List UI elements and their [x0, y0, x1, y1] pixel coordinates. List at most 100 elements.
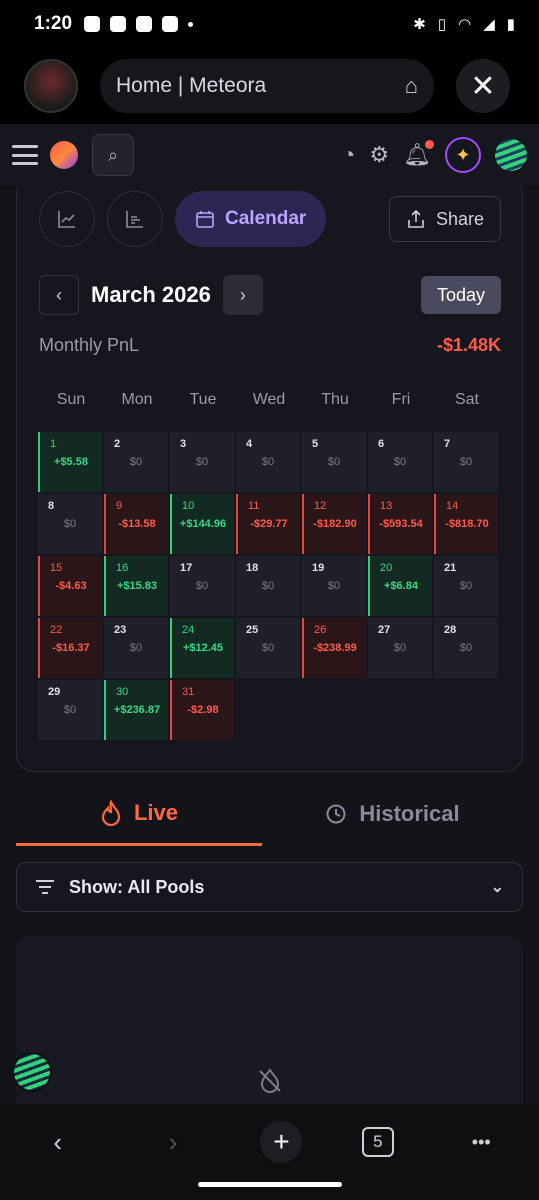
day-number: 27 [378, 624, 391, 636]
forward-arrow-icon[interactable]: › [168, 1126, 178, 1157]
day-number: 15 [50, 562, 63, 574]
day-pnl-value: $0 [63, 704, 77, 716]
prev-month-button[interactable]: ‹ [39, 275, 79, 315]
line-chart-icon [58, 211, 75, 228]
sparkle-icon[interactable]: ✦ [445, 137, 481, 173]
site-avatar[interactable] [24, 59, 78, 113]
day-number: 4 [246, 438, 253, 450]
calendar-day-24[interactable]: 24 +$12.45 [170, 618, 234, 678]
day-number: 12 [314, 500, 327, 512]
weekday-label: Sun [56, 391, 86, 408]
calendar-day-16[interactable]: 16 +$15.83 [104, 556, 168, 616]
day-number: 19 [312, 562, 325, 574]
weekday-header: Sun Mon Tue Wed Thu Fri Sat [38, 391, 502, 409]
menu-icon[interactable] [12, 145, 38, 165]
day-pnl-value: $0 [261, 642, 275, 654]
calendar-day-25[interactable]: 25 $0 [236, 618, 300, 678]
calendar-day-28[interactable]: 28 $0 [434, 618, 498, 678]
gear-icon[interactable]: ⚙ [369, 142, 390, 167]
calendar-day-20[interactable]: 20 +$6.84 [368, 556, 432, 616]
view-switcher: Calendar Share [39, 191, 501, 247]
day-pnl-value: +$12.45 [182, 642, 224, 654]
share-label: Share [435, 208, 484, 229]
calendar-day-2[interactable]: 2 $0 [104, 432, 168, 492]
calendar-day-31[interactable]: 31 -$2.98 [170, 680, 234, 740]
wallet-avatar-icon[interactable] [495, 139, 527, 171]
day-pnl-value: $0 [63, 518, 77, 530]
pool-filter-dropdown[interactable]: Show: All Pools ⌄ [16, 862, 523, 912]
back-arrow-icon[interactable]: ‹ [53, 1126, 63, 1157]
bluetooth-icon: ✱ [413, 16, 426, 33]
browser-toolbar: Home | Meteora ⌂ ✕ [0, 48, 539, 124]
calendar-day-26[interactable]: 26 -$238.99 [302, 618, 366, 678]
more-menu-icon[interactable]: ••• [471, 1131, 491, 1152]
calendar-day-14[interactable]: 14 -$818.70 [434, 494, 498, 554]
calendar-day-18[interactable]: 18 $0 [236, 556, 300, 616]
game-notification-icon [136, 16, 153, 32]
calendar-day-7[interactable]: 7 $0 [434, 432, 498, 492]
day-pnl-value: -$16.37 [52, 642, 90, 654]
search-icon[interactable]: ⌕ [92, 134, 134, 176]
calendar-day-27[interactable]: 27 $0 [368, 618, 432, 678]
day-pnl-value: $0 [195, 580, 209, 592]
bell-icon[interactable]: 🔔︎ [403, 140, 434, 167]
day-pnl-value: -$4.63 [55, 580, 87, 592]
day-pnl-value: -$13.58 [118, 518, 156, 530]
day-number: 26 [314, 624, 327, 636]
calendar-day-21[interactable]: 21 $0 [434, 556, 498, 616]
calendar-day-19[interactable]: 19 $0 [302, 556, 366, 616]
line-chart-view-button[interactable] [39, 191, 95, 247]
meteora-logo-icon[interactable] [50, 141, 78, 169]
home-icon[interactable]: ⌂ [404, 73, 418, 98]
app-notification-icon [110, 16, 127, 32]
calendar-day-29[interactable]: 29 $0 [38, 680, 102, 740]
calendar-view-button[interactable]: Calendar [175, 191, 327, 247]
tab-live[interactable]: Live [16, 782, 262, 846]
chevron-right-icon: › [239, 284, 246, 305]
day-number: 30 [116, 686, 129, 698]
calendar-day-12[interactable]: 12 -$182.90 [302, 494, 366, 554]
url-bar[interactable]: Home | Meteora ⌂ [100, 59, 434, 113]
calendar-day-3[interactable]: 3 $0 [170, 432, 234, 492]
new-tab-button[interactable]: + [260, 1121, 303, 1163]
calendar-day-22[interactable]: 22 -$16.37 [38, 618, 102, 678]
tab-switcher-button[interactable]: 5 [361, 1127, 394, 1157]
day-number: 10 [182, 500, 195, 512]
day-pnl-value: +$144.96 [179, 518, 227, 530]
day-pnl-value: $0 [459, 580, 473, 592]
status-time: 1:20 [34, 13, 73, 34]
calendar-day-9[interactable]: 9 -$13.58 [104, 494, 168, 554]
floating-meteora-icon[interactable] [12, 1052, 52, 1092]
history-clock-icon [326, 804, 346, 824]
calendar-day-13[interactable]: 13 -$593.54 [368, 494, 432, 554]
calendar-day-10[interactable]: 10 +$144.96 [170, 494, 234, 554]
calendar-day-23[interactable]: 23 $0 [104, 618, 168, 678]
calendar-day-5[interactable]: 5 $0 [302, 432, 366, 492]
close-icon[interactable]: ✕ [456, 59, 510, 113]
calendar-day-8[interactable]: 8 $0 [38, 494, 102, 554]
wifi-icon: ◠ [458, 16, 472, 33]
next-month-button[interactable]: › [222, 275, 263, 315]
day-number: 7 [444, 438, 451, 450]
day-pnl-value: -$2.98 [187, 704, 219, 716]
calendar-day-4[interactable]: 4 $0 [236, 432, 300, 492]
day-pnl-value: +$15.83 [116, 580, 158, 592]
app-header: ⌕ ◔ ⚙ 🔔︎ ✦ [0, 124, 539, 186]
tab-historical[interactable]: Historical [262, 782, 523, 846]
day-number: 31 [182, 686, 195, 698]
calendar-day-6[interactable]: 6 $0 [368, 432, 432, 492]
gesture-home-indicator [198, 1182, 342, 1187]
day-pnl-value: $0 [327, 456, 341, 468]
calendar-day-15[interactable]: 15 -$4.63 [38, 556, 102, 616]
day-pnl-value: $0 [129, 456, 143, 468]
day-number: 28 [444, 624, 457, 636]
calendar-day-1[interactable]: 1 +$5.58 [38, 432, 102, 492]
share-button[interactable]: Share [388, 196, 501, 242]
calendar-day-30[interactable]: 30 +$236.87 [104, 680, 168, 740]
speedometer-icon[interactable]: ◔ [342, 142, 356, 167]
bar-chart-view-button[interactable] [107, 191, 163, 247]
today-button[interactable]: Today [420, 276, 501, 314]
calendar-day-17[interactable]: 17 $0 [170, 556, 234, 616]
calendar-day-11[interactable]: 11 -$29.77 [236, 494, 300, 554]
day-number: 22 [50, 624, 63, 636]
